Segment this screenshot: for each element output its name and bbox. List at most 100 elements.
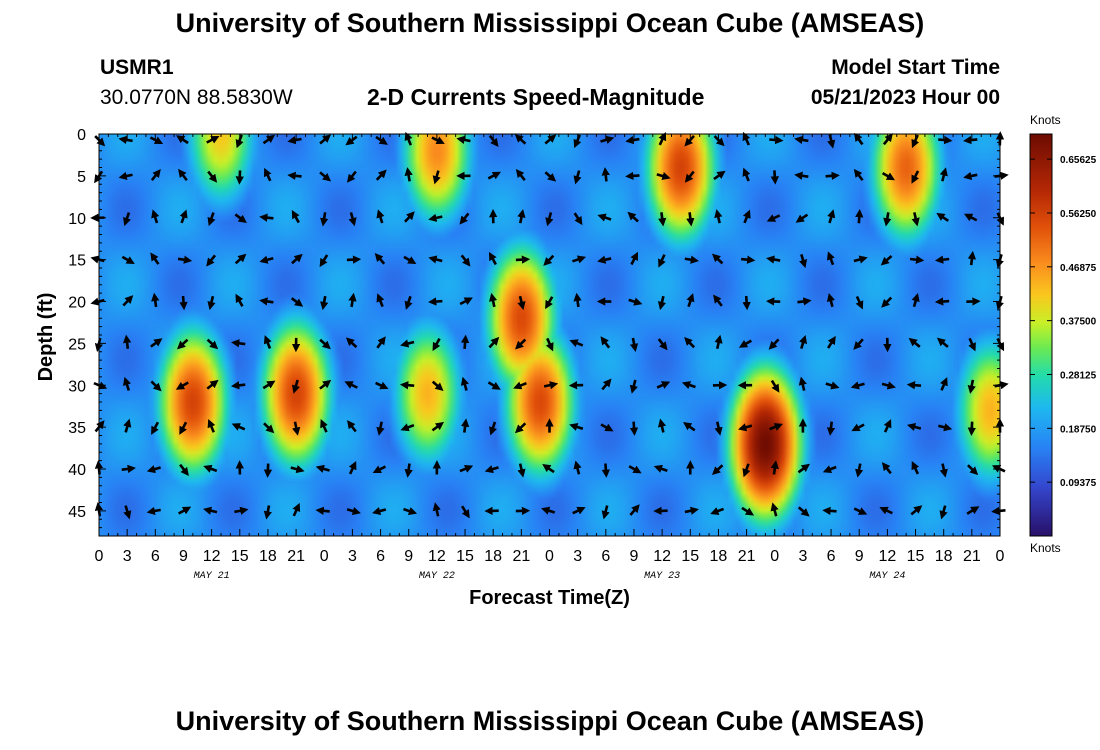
current-arrow bbox=[742, 209, 751, 224]
day-label: MAY 21 bbox=[194, 571, 230, 582]
current-arrow bbox=[597, 213, 612, 222]
current-arrow bbox=[146, 506, 161, 516]
current-arrow bbox=[770, 460, 779, 475]
current-arrow bbox=[911, 170, 920, 184]
current-arrow bbox=[235, 293, 244, 307]
current-arrow bbox=[629, 379, 638, 394]
current-arrow bbox=[320, 295, 329, 311]
current-arrow bbox=[121, 255, 135, 265]
current-arrow bbox=[460, 376, 469, 391]
current-arrow bbox=[515, 255, 531, 264]
current-arrow bbox=[738, 423, 753, 432]
current-arrow bbox=[428, 297, 443, 306]
x-tick-label: 0 bbox=[95, 548, 104, 565]
x-tick-label: 6 bbox=[376, 548, 385, 565]
current-arrow bbox=[629, 504, 640, 516]
heatmap-field bbox=[99, 134, 1000, 536]
current-arrow bbox=[630, 251, 638, 266]
colorbar-tick-label: 0.56250 bbox=[1060, 209, 1097, 220]
current-arrow bbox=[517, 295, 526, 311]
current-arrow bbox=[150, 338, 163, 348]
current-arrow bbox=[543, 254, 555, 266]
current-arrow bbox=[459, 464, 474, 473]
current-arrow bbox=[399, 381, 415, 390]
current-arrow bbox=[263, 335, 272, 349]
current-arrow bbox=[881, 462, 892, 475]
current-arrow bbox=[714, 421, 723, 436]
current-arrow bbox=[231, 381, 246, 390]
current-arrow bbox=[940, 377, 948, 391]
current-arrow bbox=[742, 295, 751, 311]
current-arrow bbox=[122, 334, 132, 349]
current-arrow bbox=[909, 255, 925, 264]
current-arrow bbox=[175, 381, 189, 390]
current-arrow bbox=[714, 209, 723, 224]
x-tick-label: 0 bbox=[320, 548, 329, 565]
current-arrow bbox=[231, 339, 246, 348]
current-arrow bbox=[203, 464, 218, 473]
y-axis-label: Depth (ft) bbox=[35, 293, 57, 382]
current-arrow bbox=[151, 292, 160, 308]
current-arrow bbox=[713, 170, 726, 181]
current-arrow bbox=[968, 337, 976, 352]
current-arrow bbox=[911, 293, 920, 308]
current-arrow bbox=[348, 292, 357, 308]
current-arrow bbox=[684, 255, 700, 264]
x-tick-label: 6 bbox=[827, 548, 836, 565]
y-tick-label: 35 bbox=[68, 420, 86, 437]
x-tick-label: 0 bbox=[996, 548, 1005, 565]
current-arrow bbox=[263, 463, 273, 478]
current-arrow bbox=[459, 297, 473, 306]
current-arrow bbox=[319, 254, 329, 268]
current-arrow bbox=[150, 252, 160, 265]
current-arrow bbox=[628, 297, 643, 306]
x-tick-label: 9 bbox=[630, 548, 639, 565]
current-arrow bbox=[460, 254, 471, 267]
current-arrow bbox=[822, 465, 837, 474]
x-tick-label: 15 bbox=[456, 548, 474, 565]
current-arrow bbox=[600, 423, 614, 432]
x-tick-label: 15 bbox=[681, 548, 699, 565]
current-arrow bbox=[601, 378, 612, 391]
current-arrow bbox=[403, 507, 418, 515]
current-arrow bbox=[121, 464, 136, 474]
current-arrow bbox=[290, 297, 304, 307]
current-arrow bbox=[179, 463, 189, 476]
current-arrow bbox=[376, 421, 385, 436]
x-tick-label: 3 bbox=[798, 548, 807, 565]
current-arrow bbox=[234, 253, 247, 265]
current-arrow bbox=[797, 463, 810, 474]
current-arrow bbox=[911, 212, 920, 227]
x-tick-label: 9 bbox=[404, 548, 413, 565]
current-arrow bbox=[345, 337, 358, 349]
current-arrow bbox=[206, 254, 217, 267]
current-arrow bbox=[404, 167, 413, 182]
current-arrow bbox=[883, 212, 892, 227]
current-arrow bbox=[320, 419, 328, 433]
current-arrow bbox=[822, 506, 837, 515]
current-arrow bbox=[827, 335, 836, 349]
current-arrow bbox=[514, 338, 527, 350]
current-arrow bbox=[939, 463, 948, 478]
current-arrow bbox=[347, 420, 357, 433]
current-arrow bbox=[855, 295, 864, 310]
current-arrow bbox=[234, 506, 249, 515]
x-tick-label: 9 bbox=[855, 548, 864, 565]
current-arrow bbox=[460, 334, 470, 349]
current-arrow bbox=[798, 376, 807, 391]
x-tick-label: 21 bbox=[512, 548, 530, 565]
current-arrow bbox=[404, 295, 413, 310]
current-arrow bbox=[572, 506, 586, 515]
current-arrow bbox=[741, 506, 755, 516]
current-arrow bbox=[853, 255, 868, 264]
current-arrow bbox=[879, 506, 893, 515]
day-label: MAY 24 bbox=[869, 571, 905, 582]
current-arrow bbox=[514, 422, 527, 434]
current-arrow bbox=[938, 423, 953, 432]
current-arrow bbox=[656, 172, 671, 181]
x-tick-label: 18 bbox=[259, 548, 277, 565]
current-arrow bbox=[681, 381, 696, 390]
current-arrow bbox=[910, 505, 923, 516]
current-arrow bbox=[799, 253, 808, 269]
